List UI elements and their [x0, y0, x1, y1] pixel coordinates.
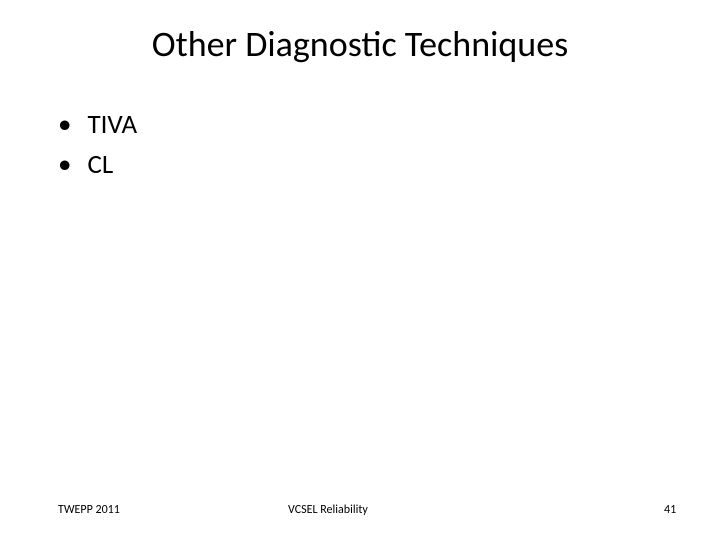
bullet-icon: • — [58, 108, 71, 141]
bullet-text: CL — [87, 148, 113, 181]
footer-left: TWEPP 2011 — [58, 503, 120, 517]
slide: Other Diagnostic Techniques • TIVA • CL … — [0, 0, 720, 540]
bullet-text: TIVA — [87, 108, 137, 141]
bullet-list: • TIVA • CL — [58, 108, 137, 188]
footer-right-page-number: 41 — [664, 503, 676, 517]
bullet-icon: • — [58, 148, 71, 181]
slide-title: Other Diagnostic Techniques — [0, 22, 720, 66]
list-item: • CL — [58, 148, 137, 188]
list-item: • TIVA — [58, 108, 137, 148]
footer-center: VCSEL Reliability — [288, 503, 368, 517]
